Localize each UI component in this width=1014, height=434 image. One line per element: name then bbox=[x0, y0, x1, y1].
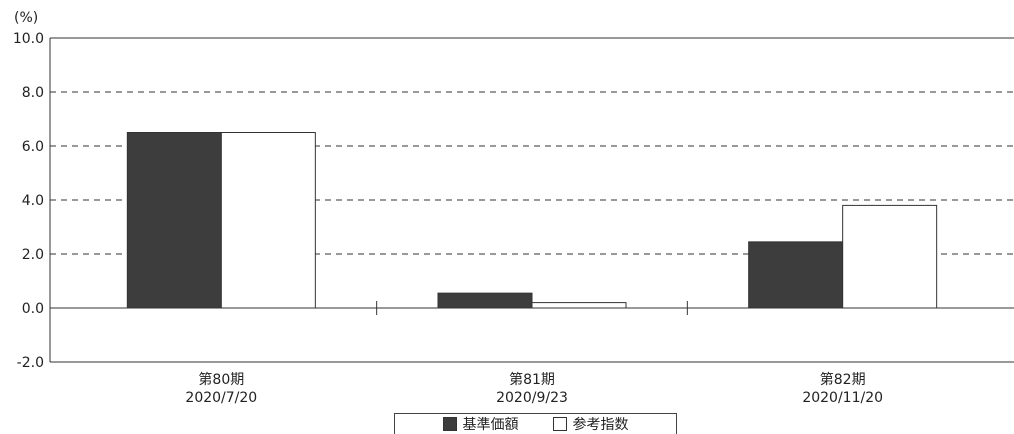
bar-2 bbox=[842, 204, 938, 309]
x-tick-label-date: 2020/11/20 bbox=[802, 390, 883, 406]
legend-swatch-series-1 bbox=[442, 417, 457, 431]
legend: 基準価額 参考指数 bbox=[394, 413, 677, 434]
bar-1 bbox=[748, 241, 844, 309]
y-tick-labels: 10.0 8.0 6.0 4.0 2.0 0.0 -2.0 bbox=[13, 31, 44, 371]
bar-1 bbox=[437, 292, 533, 309]
y-tick-label: 2.0 bbox=[22, 247, 44, 263]
x-tick-label-period: 第81期 bbox=[509, 371, 555, 388]
bar-2 bbox=[531, 302, 627, 309]
y-unit-label: (%) bbox=[14, 10, 38, 26]
legend-swatch-series-2 bbox=[552, 417, 567, 431]
x-tick-label-period: 第82期 bbox=[820, 371, 866, 388]
y-tick-label: 4.0 bbox=[22, 193, 44, 209]
x-tick-label-date: 2020/9/23 bbox=[496, 390, 568, 406]
x-tick-label-period: 第80期 bbox=[198, 371, 244, 388]
legend-label-series-2: 参考指数 bbox=[572, 417, 629, 433]
y-tick-label: 6.0 bbox=[22, 139, 44, 155]
y-tick-label: 8.0 bbox=[22, 85, 44, 101]
y-tick-label: -2.0 bbox=[17, 355, 44, 371]
x-tick-labels: 第80期 2020/7/20 第81期 2020/9/23 第82期 2020/11/20 bbox=[185, 371, 883, 406]
axes bbox=[49, 37, 1014, 363]
y-tick-label: 10.0 bbox=[13, 31, 44, 47]
legend-label-series-1: 基準価額 bbox=[462, 417, 519, 433]
x-tick-label-date: 2020/7/20 bbox=[185, 390, 257, 406]
y-tick-label: 0.0 bbox=[22, 301, 44, 317]
bar-2 bbox=[220, 132, 316, 309]
bar-1 bbox=[126, 132, 222, 309]
legend-item-series-1: 基準価額 bbox=[442, 414, 519, 434]
legend-item-series-2: 参考指数 bbox=[552, 414, 629, 434]
bars bbox=[126, 132, 938, 309]
